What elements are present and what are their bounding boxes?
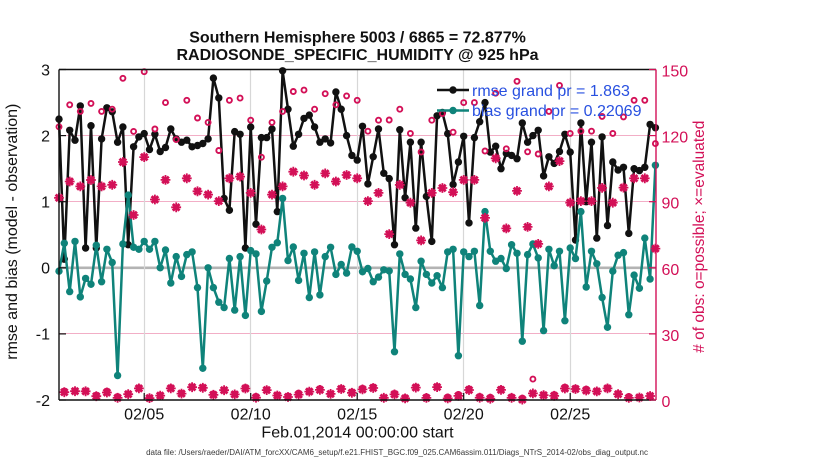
svg-text:60: 60 [662,262,680,279]
svg-text:120: 120 [662,130,689,147]
svg-text:RADIOSONDE_SPECIFIC_HUMIDITY @: RADIOSONDE_SPECIFIC_HUMIDITY @ 925 hPa [176,47,538,64]
svg-text:rmse grand pr = 1.863: rmse grand pr = 1.863 [472,83,630,100]
svg-text:2: 2 [41,128,50,145]
svg-text:data file: /Users/raeder/DAI/A: data file: /Users/raeder/DAI/ATM_forcXX/… [146,448,648,457]
svg-text:150: 150 [662,64,689,81]
svg-text:02/05: 02/05 [124,407,164,424]
svg-text:-2: -2 [36,393,50,410]
svg-text:# of obs: o=possible; ×=evalua: # of obs: o=possible; ×=evaluated [691,121,708,353]
svg-text:bias grand pr = 0.22069: bias grand pr = 0.22069 [472,103,642,120]
svg-text:02/15: 02/15 [337,407,377,424]
svg-text:1: 1 [41,195,50,212]
svg-text:90: 90 [662,196,680,213]
svg-text:rmse and bias (model - observa: rmse and bias (model - observation) [4,104,21,360]
svg-text:-1: -1 [36,327,50,344]
svg-text:0: 0 [41,261,50,278]
svg-text:Feb.01,2014 00:00:00 start: Feb.01,2014 00:00:00 start [261,425,454,442]
svg-text:0: 0 [662,394,671,411]
svg-text:30: 30 [662,328,680,345]
svg-text:02/10: 02/10 [231,407,271,424]
svg-text:02/25: 02/25 [550,407,590,424]
svg-text:Southern Hemisphere 5003 / 686: Southern Hemisphere 5003 / 6865 = 72.877… [189,30,526,47]
svg-text:02/20: 02/20 [444,407,484,424]
svg-text:3: 3 [41,62,50,79]
